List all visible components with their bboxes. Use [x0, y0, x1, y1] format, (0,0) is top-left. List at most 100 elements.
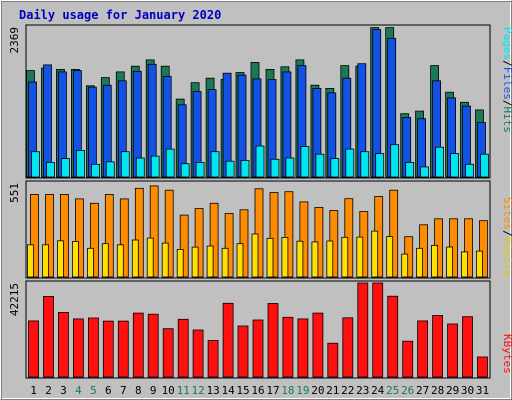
bar-visits-day-30 [461, 251, 468, 278]
x-tick-label-day-30: 30 [461, 384, 474, 397]
x-tick-label-day-27: 27 [416, 384, 429, 397]
bar-files-day-2 [43, 64, 52, 178]
bar-kbytes-day-6 [102, 320, 114, 378]
bar-visits-day-6 [101, 243, 109, 278]
bar-pages-day-4 [76, 149, 85, 178]
bar-pages-day-9 [150, 155, 160, 178]
bar-pages-day-18 [285, 157, 295, 178]
bar-kbytes-day-13 [207, 340, 219, 378]
bar-kbytes-day-12 [192, 329, 204, 378]
bar-visits-day-31 [476, 250, 483, 278]
bar-visits-day-8 [131, 239, 139, 278]
bar-kbytes-day-19 [297, 318, 309, 378]
x-tick-label-day-17: 17 [266, 384, 279, 397]
x-tick-label-day-18: 18 [281, 384, 294, 397]
bar-pages-day-29 [450, 153, 460, 178]
bar-visits-day-2 [42, 244, 49, 278]
x-tick-label-day-12: 12 [191, 384, 204, 397]
bar-visits-day-14 [221, 247, 229, 278]
bar-pages-day-6 [105, 161, 115, 178]
legend-files: Files [501, 67, 512, 100]
x-tick-label-day-4: 4 [75, 384, 82, 397]
bar-visits-day-4 [72, 241, 79, 278]
middle-ymax-label: 551 [8, 183, 21, 203]
x-tick-label-day-9: 9 [150, 384, 157, 397]
bar-kbytes-day-9 [147, 313, 159, 378]
x-tick-label-day-20: 20 [311, 384, 324, 397]
bar-visits-day-29 [446, 246, 454, 278]
bar-kbytes-day-27 [417, 320, 429, 378]
x-tick-label-day-29: 29 [446, 384, 459, 397]
bar-visits-day-15 [236, 243, 244, 278]
bar-pages-day-1 [31, 151, 40, 178]
legend-sites: Sites [501, 197, 512, 230]
bar-visits-day-5 [87, 247, 94, 278]
bar-kbytes-day-10 [162, 328, 174, 378]
bar-kbytes-day-4 [73, 318, 84, 378]
bar-kbytes-day-2 [43, 295, 54, 378]
bar-visits-day-21 [326, 240, 334, 278]
middle-legend: Sites/Visits [501, 197, 512, 277]
bar-sites-day-1 [30, 193, 39, 278]
bar-pages-day-25 [390, 144, 400, 178]
bar-sites-day-7 [119, 198, 129, 278]
x-tick-label-day-25: 25 [386, 384, 399, 397]
legend-visits: Visits [501, 237, 512, 277]
bar-sites-day-25 [389, 189, 399, 278]
legend-sep-3: / [501, 230, 512, 237]
bar-sites-day-10 [164, 189, 174, 278]
bar-sites-day-16 [254, 188, 264, 278]
bar-pages-day-12 [195, 161, 205, 178]
x-tick-label-day-28: 28 [431, 384, 444, 397]
x-tick-label-day-21: 21 [326, 384, 339, 397]
bar-visits-day-28 [431, 244, 439, 278]
bar-kbytes-day-24 [372, 282, 384, 378]
bar-sites-day-8 [134, 187, 144, 278]
x-tick-label-day-26: 26 [401, 384, 414, 397]
legend-sep-2: / [501, 100, 512, 107]
bar-kbytes-day-29 [447, 323, 459, 378]
bar-kbytes-day-16 [252, 319, 264, 378]
bar-visits-day-26 [401, 253, 409, 278]
bar-sites-day-9 [149, 185, 159, 278]
x-tick-label-day-16: 16 [251, 384, 264, 397]
bar-pages-day-21 [330, 158, 340, 178]
bottom-ymax-label: 42215 [8, 283, 21, 316]
bar-sites-day-2 [45, 193, 54, 278]
bar-kbytes-day-3 [58, 311, 69, 378]
bar-pages-day-2 [46, 161, 55, 178]
bar-pages-day-22 [345, 148, 355, 178]
legend-pages: Pages [501, 27, 512, 60]
x-tick-label-day-22: 22 [341, 384, 354, 397]
x-tick-label-day-3: 3 [60, 384, 67, 397]
bar-sites-day-3 [60, 193, 69, 278]
bar-visits-day-23 [356, 236, 364, 278]
bar-kbytes-day-1 [28, 320, 39, 378]
bar-sites-day-13 [209, 202, 219, 278]
bar-pages-day-8 [135, 157, 145, 178]
x-tick-label-day-15: 15 [236, 384, 249, 397]
bar-kbytes-day-30 [462, 316, 473, 378]
bar-visits-day-22 [341, 236, 349, 278]
bar-pages-day-3 [61, 158, 70, 178]
bar-files-day-5 [88, 86, 97, 178]
bar-sites-day-18 [284, 191, 294, 278]
bar-pages-day-11 [180, 163, 190, 178]
x-tick-label-day-23: 23 [356, 384, 369, 397]
bar-pages-day-31 [480, 153, 489, 178]
bar-kbytes-day-7 [117, 320, 129, 378]
legend-hits: Hits [501, 107, 512, 134]
top-legend: Pages/Files/Hits [501, 27, 512, 133]
bar-pages-day-28 [435, 146, 445, 178]
bar-pages-day-27 [420, 166, 430, 178]
x-tick-label-day-19: 19 [296, 384, 309, 397]
bar-visits-day-9 [146, 237, 154, 278]
x-tick-label-day-7: 7 [120, 384, 127, 397]
bar-visits-day-18 [281, 236, 289, 278]
bars-layer [26, 27, 489, 378]
bar-visits-day-11 [176, 248, 184, 278]
bar-kbytes-day-26 [402, 340, 414, 378]
bar-kbytes-day-11 [177, 318, 189, 378]
bar-visits-day-10 [161, 242, 169, 278]
